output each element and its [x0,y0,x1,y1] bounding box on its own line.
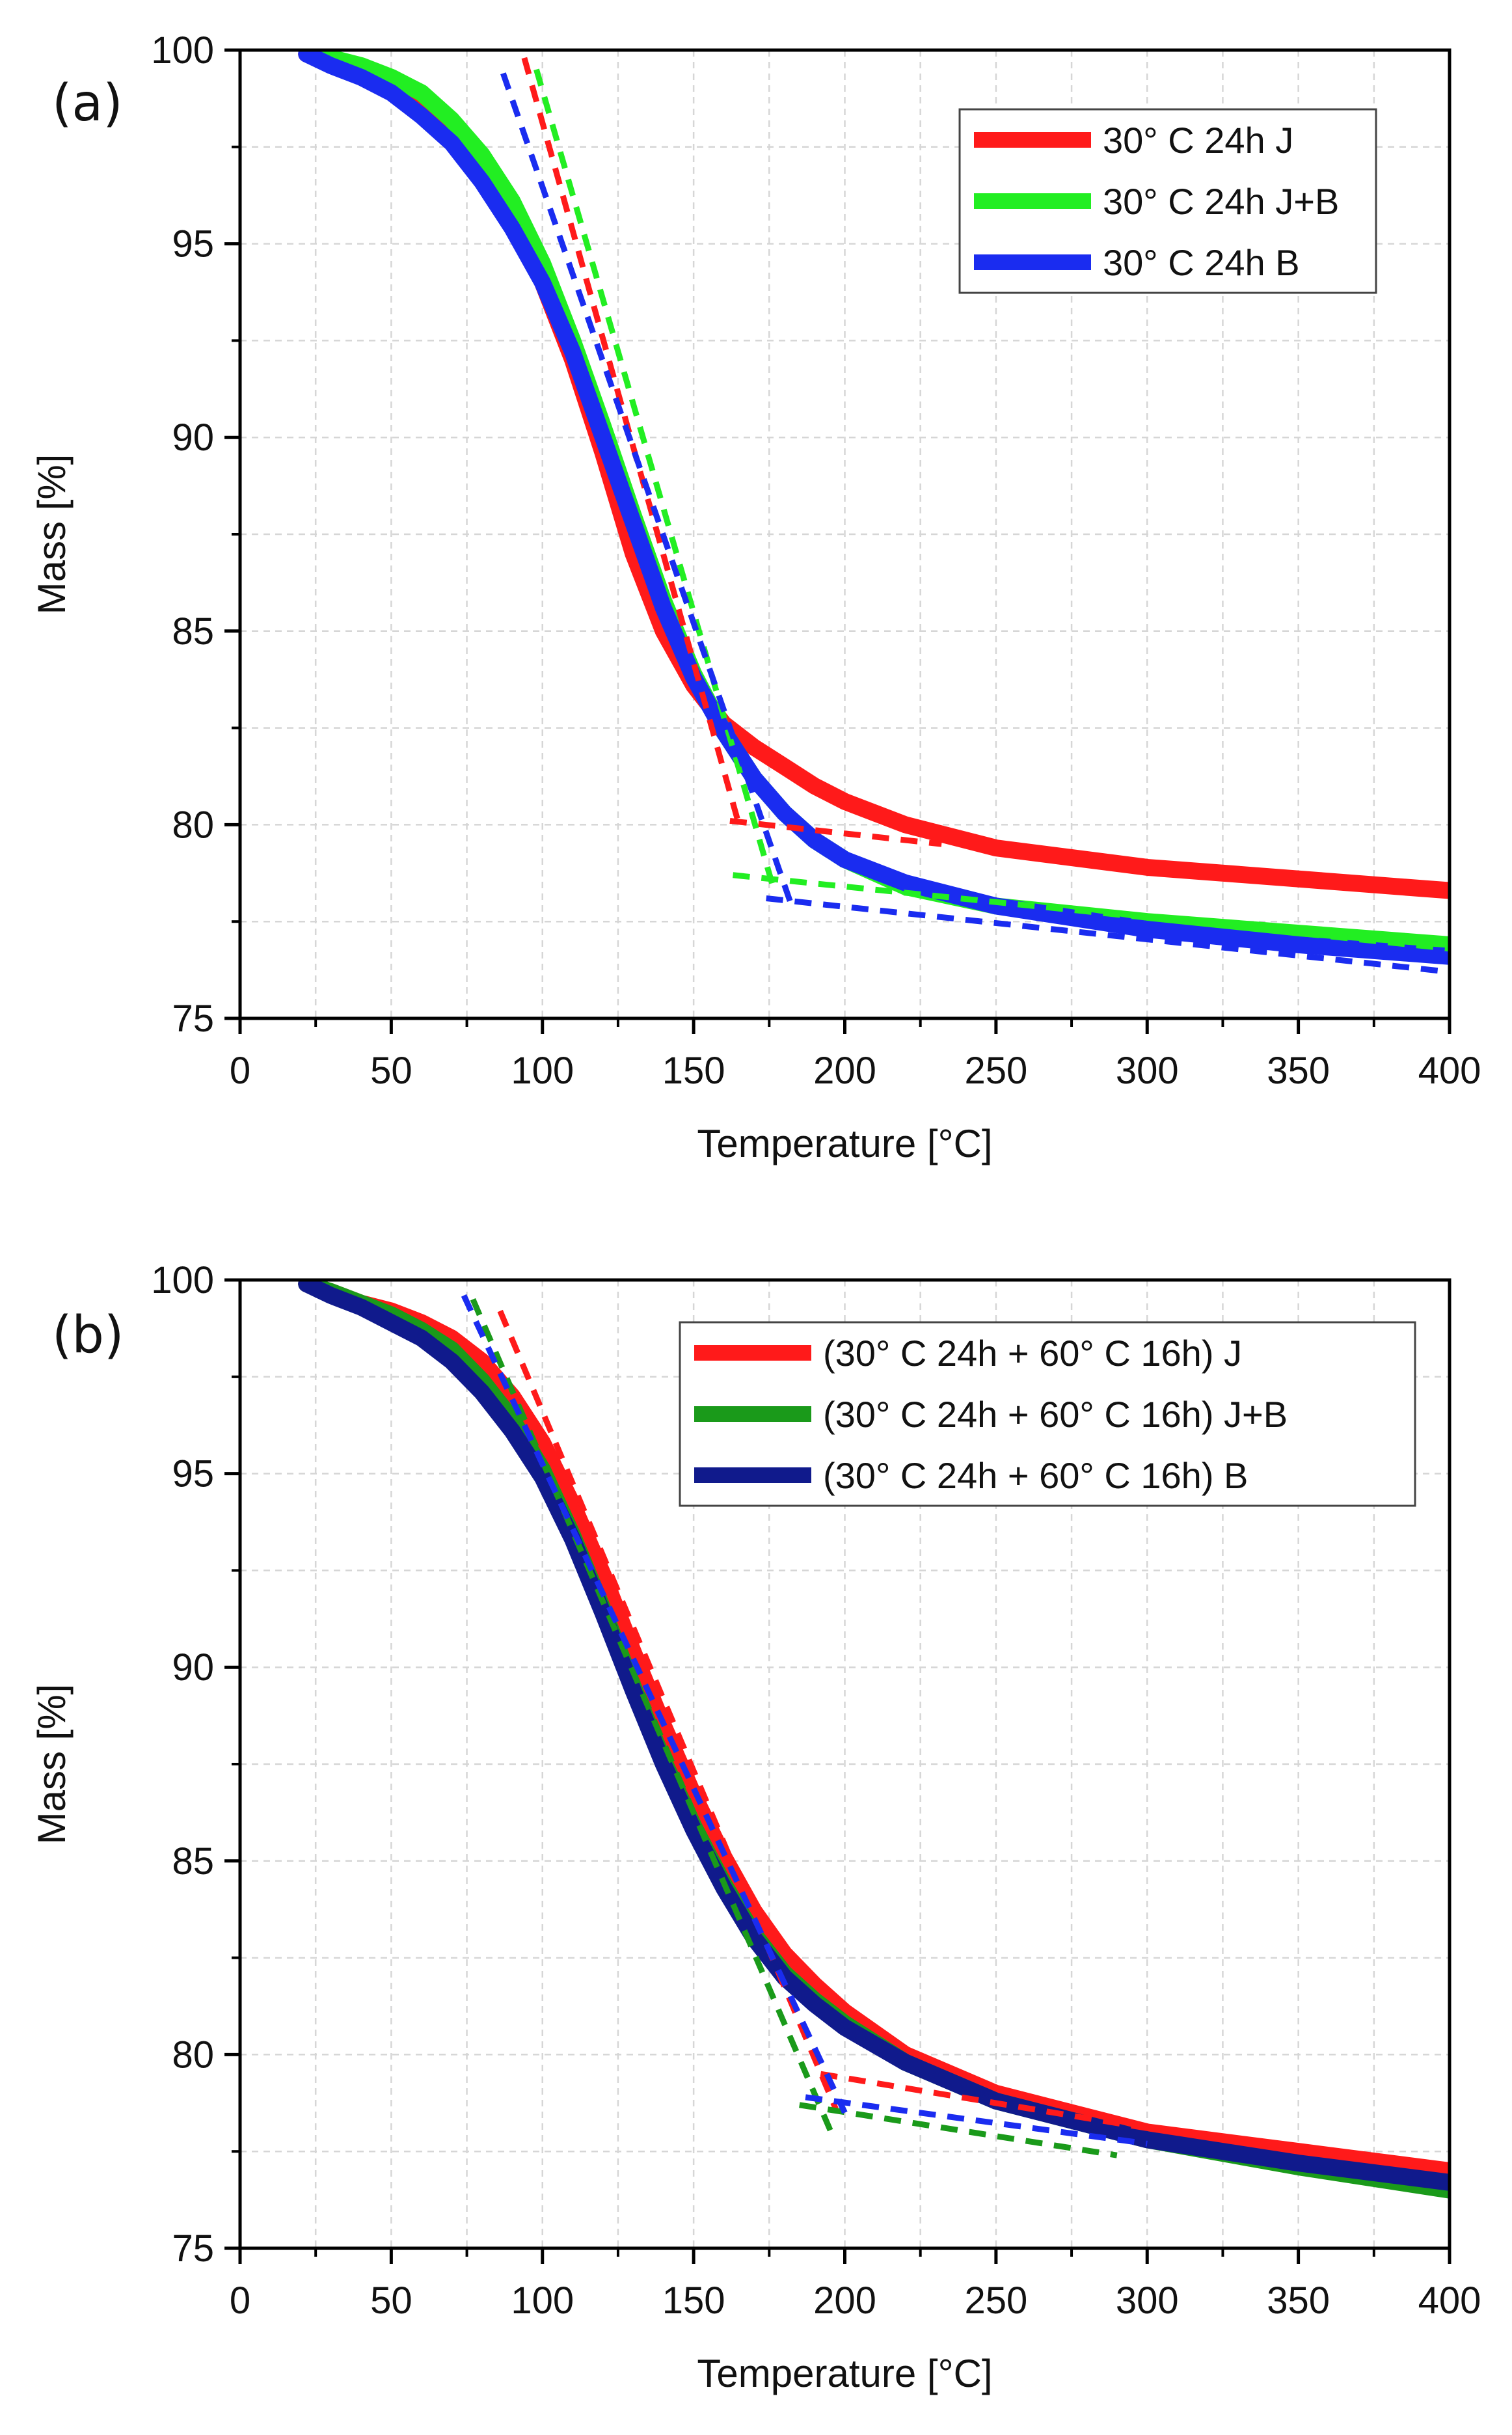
legend: 30° C 24h J 30° C 24h J+B 30° C 24h B [958,108,1377,294]
series-group [298,50,1450,965]
tangent-line-2 [729,817,942,847]
tangent-lines [500,57,1450,975]
x-tick-label: 400 [1418,1050,1481,1092]
legend-label: (30° C 24h + 60° C 16h) J [823,1333,1242,1374]
y-tick-label: 80 [172,804,214,846]
tangent-line-1 [521,57,742,826]
legend-label: (30° C 24h + 60° C 16h) J+B [823,1394,1288,1435]
y-axis-title: Mass [%] [30,1684,74,1845]
x-tick-label: 400 [1418,2279,1481,2322]
x-axis-title: Temperature [°C] [697,1122,992,1165]
x-tick-label: 150 [662,2279,725,2322]
x-tick-label: 100 [511,1050,574,1092]
x-tick-label: 200 [813,2279,876,2322]
tangent-line-5 [461,1294,848,2114]
chart-panel-b: 0 50 100 150 200 250 300 350 400 75 80 85 90 95 100 Tem… [30,1259,1481,2395]
y-tick-label: 80 [172,2034,214,2076]
y-tick-label: 90 [172,416,214,459]
tangent-line-4 [733,872,1450,952]
x-tick-label: 350 [1267,2279,1330,2322]
legend: (30° C 24h + 60° C 16h) J (30° C 24h + 60… [679,1321,1416,1507]
series-line-3 [298,50,1450,965]
y-tick-label: 95 [172,1453,214,1495]
y-tick-label: 75 [172,998,214,1040]
y-tick-label: 95 [172,223,214,265]
y-tick-label: 85 [172,1840,214,1883]
y-tick-label: 90 [172,1646,214,1689]
y-tick-label: 75 [172,2227,214,2270]
x-tick-label: 0 [230,1050,250,1092]
tangent-line-6 [766,895,1450,975]
x-tick-label: 200 [813,1050,876,1092]
chart-panel-a: 0 50 100 150 200 250 300 350 400 75 80 85 90 95 100 Tem… [30,29,1481,1165]
tangent-line-5 [500,72,794,903]
panel-label: (a) [52,74,123,133]
legend-label: 30° C 24h J+B [1103,181,1339,222]
series-line-3 [298,1280,1450,2191]
x-tick-label: 300 [1116,1050,1179,1092]
x-tick-label: 50 [370,2279,412,2322]
legend-label: (30° C 24h + 60° C 16h) B [823,1455,1248,1496]
x-tick-label: 300 [1116,2279,1179,2322]
legend-label: 30° C 24h J [1103,120,1293,161]
x-tick-label: 350 [1267,1050,1330,1092]
legend-label: 30° C 24h B [1103,242,1300,283]
x-tick-label: 0 [230,2279,250,2322]
y-tick-label: 85 [172,610,214,653]
x-tick-label: 100 [511,2279,574,2322]
x-tick-label: 150 [662,1050,725,1092]
x-tick-label: 250 [964,2279,1027,2322]
panel-label: (b) [52,1306,124,1365]
x-tick-label: 50 [370,1050,412,1092]
tangent-line-3 [533,68,778,895]
tangent-line-6 [805,2094,1148,2147]
y-tick-label: 100 [151,1259,214,1301]
x-tick-label: 250 [964,1050,1027,1092]
tangent-lines [461,1294,1148,2158]
y-tick-label: 100 [151,29,214,72]
y-axis-title: Mass [%] [30,454,74,615]
tangent-line-4 [799,2102,1118,2158]
x-axis-title: Temperature [°C] [697,2352,992,2395]
